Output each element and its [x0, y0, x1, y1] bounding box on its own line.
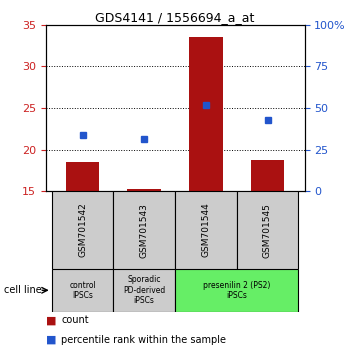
Text: GSM701542: GSM701542 — [78, 203, 87, 257]
Bar — [237, 191, 298, 269]
Text: GSM701545: GSM701545 — [263, 202, 272, 258]
Bar — [175, 269, 298, 312]
Bar — [52, 191, 113, 269]
Bar — [127, 189, 161, 191]
Text: cell line: cell line — [4, 285, 41, 295]
Text: control
IPSCs: control IPSCs — [69, 281, 96, 300]
Text: GSM701544: GSM701544 — [201, 203, 210, 257]
Title: GDS4141 / 1556694_a_at: GDS4141 / 1556694_a_at — [95, 11, 255, 24]
Text: presenilin 2 (PS2)
iPSCs: presenilin 2 (PS2) iPSCs — [203, 281, 270, 300]
Bar — [113, 269, 175, 312]
Bar — [251, 160, 285, 191]
Text: percentile rank within the sample: percentile rank within the sample — [61, 335, 226, 345]
Bar — [113, 191, 175, 269]
Bar — [52, 269, 113, 312]
Text: GSM701543: GSM701543 — [140, 202, 149, 258]
Text: Sporadic
PD-derived
iPSCs: Sporadic PD-derived iPSCs — [123, 275, 165, 305]
Text: ■: ■ — [46, 335, 56, 345]
Bar — [189, 37, 223, 191]
Text: count: count — [61, 315, 89, 325]
Bar — [175, 191, 237, 269]
Text: ■: ■ — [46, 315, 56, 325]
Bar — [65, 162, 99, 191]
